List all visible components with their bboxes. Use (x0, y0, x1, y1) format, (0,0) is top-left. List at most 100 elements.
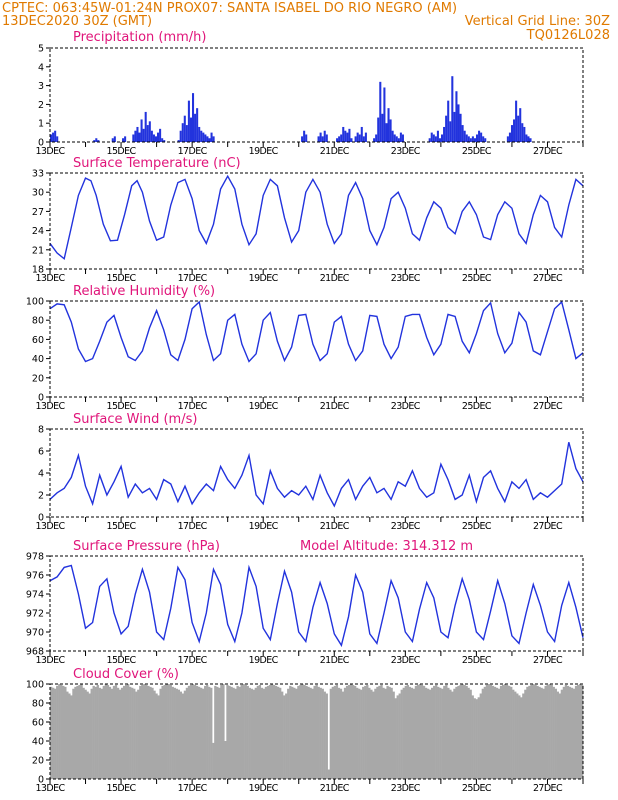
precipitation-bar (513, 119, 516, 142)
panels: 0 1 2 3 4 5 13DEC 15DEC 17DEC 19DEC 21DEC 23DEC 25DE… (26, 30, 584, 794)
precipitation-bar (397, 138, 400, 142)
precipitation-bar (144, 111, 147, 142)
precipitation-bar (142, 128, 145, 142)
temperature-xtick-label: 23DEC (391, 273, 421, 284)
cloud-cover-bar (248, 687, 251, 779)
precipitation-bar (391, 130, 394, 142)
cloud-cover-bar (356, 687, 359, 779)
cloud-cover-bar (309, 687, 312, 779)
precipitation-bar (447, 100, 450, 142)
precipitation-bar (346, 132, 349, 142)
cloud-cover-xtick-label: 21DEC (320, 783, 350, 794)
cloud-cover-bar (556, 691, 559, 779)
cloud-cover-bar (58, 684, 61, 779)
cloud-cover-bar (570, 687, 574, 779)
precipitation-bar (192, 93, 195, 142)
precipitation-bar (441, 134, 444, 142)
cloud-cover-bar (234, 688, 237, 779)
cloud-cover-bar (518, 695, 521, 779)
precipitation-bar (350, 138, 353, 142)
pressure-xtick-label: 21DEC (320, 655, 350, 666)
precipitation-ytick-label: 5 (38, 44, 44, 55)
cloud-cover-bar (56, 685, 59, 779)
humidity-ytick-label: 20 (32, 373, 44, 384)
cloud-cover-bar (580, 684, 584, 779)
precipitation-bar (150, 130, 153, 142)
cloud-cover-bar (451, 691, 454, 779)
wind-xtick-label: 19DEC (249, 521, 279, 532)
cloud-cover-xtick-label: 23DEC (391, 783, 421, 794)
precipitation-bar (124, 136, 127, 142)
precipitation-bar (475, 134, 479, 142)
cloud-cover-bar (327, 769, 330, 779)
cloud-cover-bar (396, 695, 399, 779)
cloud-cover-bar (317, 686, 320, 779)
cloud-cover-bar (388, 686, 391, 779)
cloud-cover-bar (410, 687, 414, 779)
temperature-ytick-label: 21 (32, 245, 44, 256)
precipitation-bar (97, 140, 100, 142)
pressure-xtick-label: 13DEC (35, 655, 65, 666)
precipitation-ytick-label: 0 (38, 138, 44, 149)
pressure-ytick-label: 976 (26, 571, 44, 582)
precipitation-bar (198, 126, 201, 142)
precipitation-bar (525, 134, 528, 142)
precipitation-xtick-label: 19DEC (249, 146, 279, 157)
precipitation-bar (179, 130, 182, 142)
cloud-cover-bar (52, 687, 55, 779)
precipitation-bar (381, 113, 384, 142)
precipitation-bar (438, 138, 442, 142)
pressure-xtick-label: 25DEC (462, 655, 492, 666)
cloud-cover-bar (131, 687, 134, 779)
precipitation-bar (319, 132, 322, 142)
precipitation-bar (529, 138, 532, 142)
temperature-title: Surface Temperature (nC) (73, 156, 241, 171)
cloud-cover-bar (90, 688, 93, 779)
cloud-cover-bar (380, 684, 383, 779)
cloud-cover-ytick-label: 100 (26, 680, 44, 691)
precipitation-bar (428, 138, 431, 142)
cloud-cover-bar (187, 685, 191, 779)
cloud-cover-bar (566, 685, 570, 779)
precipitation-bar (373, 138, 376, 142)
cloud-cover-bar (232, 687, 235, 779)
precipitation-bar (183, 115, 186, 142)
cloud-cover-bar (266, 685, 270, 779)
precipitation-bar (136, 126, 139, 142)
cloud-cover-bar (489, 684, 493, 779)
pressure-xtick-label: 27DEC (533, 655, 563, 666)
cloud-cover-bar (404, 685, 407, 779)
cloud-cover-bar (510, 686, 513, 779)
cloud-cover-bar (210, 687, 213, 779)
precipitation-bar (517, 115, 520, 142)
temperature-ytick-label: 18 (32, 265, 44, 276)
cloud-cover-bar (287, 688, 290, 779)
cloud-cover-bar (426, 688, 430, 779)
cloud-cover-bar (88, 693, 91, 779)
cloud-cover-bar (82, 687, 85, 779)
cloud-cover-bar (240, 684, 243, 779)
precipitation-bar (321, 136, 324, 142)
cloud-cover-bar (347, 684, 351, 779)
pressure-xtick-label: 19DEC (249, 655, 279, 666)
humidity-panel: 0 20 40 60 80 100 13DEC 15DEC 17DEC 19DEC 21DEC 23D… (26, 284, 584, 412)
precipitation-bar (54, 130, 57, 142)
cloud-cover-bar (422, 685, 426, 779)
humidity-xtick-label: 15DEC (107, 401, 137, 412)
precipitation-bar (95, 138, 98, 142)
cloud-cover-bar (151, 687, 154, 779)
cloud-cover-bar (574, 685, 578, 779)
cloud-cover-bar (155, 693, 158, 779)
precipitation-bar (467, 136, 470, 142)
cloud-cover-bar (457, 685, 460, 779)
pressure-title: Surface Pressure (hPa) (73, 539, 220, 554)
cloud-cover-bar (370, 689, 373, 779)
cloud-cover-bar (137, 689, 140, 779)
wind-xtick-label: 13DEC (35, 521, 65, 532)
cloud-cover-bar (244, 684, 247, 779)
precipitation-bar (157, 132, 160, 142)
cloud-cover-bar (276, 686, 280, 779)
precipitation-bar (152, 134, 155, 142)
cloud-cover-frame (49, 683, 584, 780)
